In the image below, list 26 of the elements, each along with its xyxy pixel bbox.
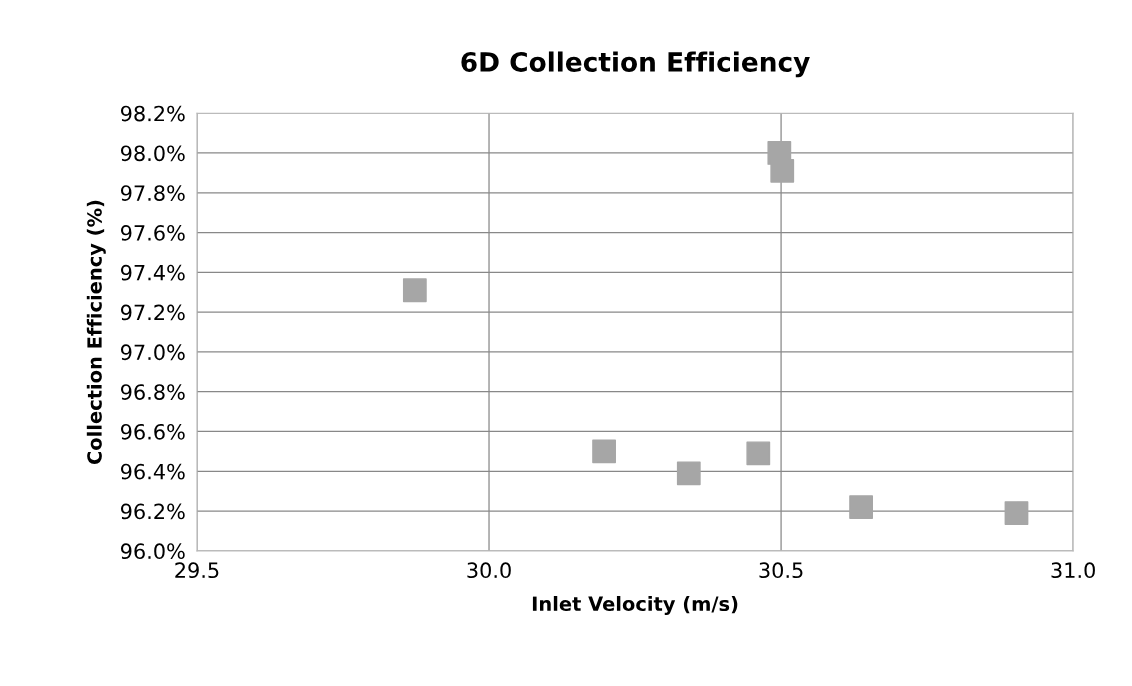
- point: [402, 278, 427, 303]
- point: [770, 158, 795, 183]
- y-tick-label: 97.0%: [120, 344, 185, 361]
- x-tick-label: 30.5: [759, 562, 803, 579]
- y-tick-label: 96.6%: [120, 423, 185, 440]
- y-tick-label: 98.2%: [120, 105, 185, 122]
- y-tick-label: 96.8%: [120, 384, 185, 400]
- y-tick-label: 97.4%: [120, 264, 185, 281]
- x-tick-label: 31.0: [1051, 562, 1095, 579]
- point: [1004, 501, 1029, 525]
- y-axis-title: Collection Efficiency (%): [86, 200, 106, 465]
- y-tick-label: 97.8%: [120, 185, 185, 201]
- y-tick-label: 97.2%: [120, 304, 185, 321]
- y-tick-label: 97.6%: [120, 225, 185, 241]
- y-tick-label: 96.0%: [120, 543, 185, 560]
- y-tick-label: 96.2%: [120, 503, 185, 520]
- point: [676, 461, 701, 486]
- x-tick-label: 29.5: [175, 562, 219, 579]
- point: [746, 441, 771, 466]
- chart-title: 6D Collection Efficiency: [461, 51, 810, 78]
- x-axis-title: Inlet Velocity (m/s): [532, 596, 738, 615]
- point: [592, 439, 616, 464]
- point: [849, 495, 873, 519]
- y-tick-label: 96.4%: [120, 463, 185, 480]
- x-tick-label: 30.0: [467, 562, 511, 579]
- y-tick-label: 98.0%: [120, 145, 185, 162]
